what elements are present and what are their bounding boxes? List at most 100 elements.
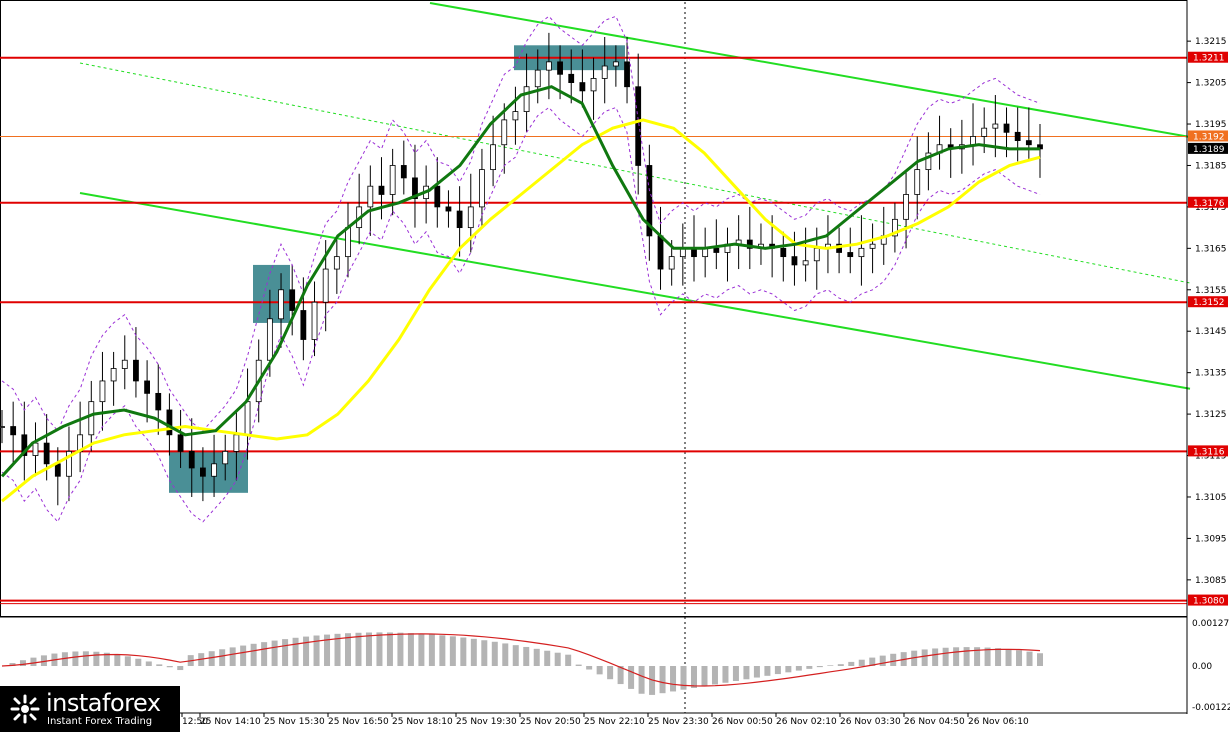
candle-body <box>590 78 597 92</box>
macd-bar <box>261 642 268 666</box>
candle-body <box>345 227 351 258</box>
macd-bar <box>858 659 865 666</box>
macd-bar <box>722 666 729 683</box>
y-tick-label: 1.3185 <box>1195 161 1227 171</box>
candle-body <box>445 206 452 212</box>
macd-bar <box>428 634 435 666</box>
candle-body <box>155 392 162 411</box>
candle-body <box>166 409 173 436</box>
candle-body <box>858 247 865 258</box>
macd-bar <box>848 661 855 666</box>
y-tick-label: 1.3115 <box>1195 452 1227 462</box>
macd-bar <box>282 639 289 666</box>
candle-body <box>568 73 575 83</box>
y-tick-label: 1.3165 <box>1195 244 1227 254</box>
candle-body <box>311 301 318 340</box>
macd-bar <box>397 632 404 666</box>
y-tick-label: 1.3135 <box>1195 369 1227 379</box>
macd-bar <box>785 666 792 673</box>
macd-bar <box>481 640 488 666</box>
main-pane <box>0 0 1191 713</box>
candle-body <box>802 260 809 266</box>
macd-axis-label: -0.00122 <box>1192 703 1230 713</box>
macd-bar <box>30 657 37 666</box>
macd-bar <box>334 633 341 666</box>
candle-body <box>266 318 273 361</box>
macd-bar <box>607 666 614 680</box>
candle-body <box>534 69 541 88</box>
candle-body <box>177 434 184 452</box>
macd-bar <box>533 648 540 666</box>
y-tick-label: 1.3195 <box>1195 120 1227 130</box>
candle-body <box>300 310 307 340</box>
macd-bar <box>1037 653 1043 666</box>
candle-body <box>892 218 898 237</box>
macd-bar <box>732 666 739 682</box>
level-badge-1.3116 <box>1188 445 1228 457</box>
candle-body <box>992 123 999 129</box>
level-badge-text: 1.3176 <box>1193 199 1225 209</box>
candle-body <box>624 61 630 88</box>
macd-bar <box>365 632 372 666</box>
x-tick-label: 26 Nov 02:10 <box>776 717 837 727</box>
macd-bar <box>544 650 551 666</box>
candle-body <box>244 401 251 436</box>
macd-bar <box>345 633 351 666</box>
candle-body <box>378 185 385 195</box>
y-tick-label: 1.3085 <box>1195 576 1227 586</box>
candle-body <box>121 359 128 369</box>
macd-signal-line <box>1 633 1041 687</box>
ma-yellow <box>1 118 1041 503</box>
macd-bar <box>407 633 414 666</box>
candle-body <box>601 65 608 79</box>
macd-bar <box>166 666 173 668</box>
level-badge-text: 1.3192 <box>1193 132 1225 142</box>
candle-body <box>847 252 854 258</box>
candle-body <box>546 61 552 71</box>
instaforex-logo-icon <box>10 694 40 724</box>
macd-bar <box>9 663 16 666</box>
level-badge-text: 1.3152 <box>1193 298 1225 308</box>
macd-bar <box>61 652 68 666</box>
macd-bar <box>502 643 509 666</box>
candle-body <box>970 136 976 146</box>
macd-bar <box>575 664 582 666</box>
level-badge-1.3176 <box>1188 196 1228 208</box>
candle-body <box>490 144 496 171</box>
macd-bar <box>1005 649 1012 666</box>
y-tick-label: 1.3125 <box>1195 410 1227 420</box>
candle-body <box>791 256 798 266</box>
candle-body <box>88 401 95 436</box>
candle-body <box>188 450 195 469</box>
candle-body <box>813 247 820 262</box>
level-badge-text: 1.3080 <box>1193 597 1225 607</box>
macd-bar <box>418 633 425 666</box>
y-tick-label: 1.3215 <box>1195 37 1227 47</box>
candle-body <box>657 235 664 270</box>
x-tick-label: 26 Nov 06:10 <box>968 717 1029 727</box>
y-tick-label: 1.3155 <box>1195 286 1227 296</box>
candle-body <box>467 206 474 229</box>
macd-axis-label: 0.00 <box>1192 662 1212 672</box>
ma-green <box>0 85 1040 478</box>
level-badge-1.3080 <box>1188 594 1228 606</box>
macd-bar <box>628 666 635 689</box>
macd-bar <box>103 652 110 666</box>
candle-body <box>412 177 418 200</box>
macd-bar <box>837 664 844 666</box>
candle-body <box>1025 140 1032 146</box>
macd-bar <box>816 666 823 668</box>
level-badge-1.3211 <box>1188 51 1228 63</box>
channel-upper <box>429 2 1191 138</box>
level-badge-1.3189 <box>1188 142 1228 154</box>
macd-bar <box>512 645 519 666</box>
logo-brand: instaforex <box>46 689 161 717</box>
x-tick-label: 25 Nov 23:30 <box>648 717 709 727</box>
macd-bar <box>19 660 26 666</box>
x-tick-label: 26 Nov 04:50 <box>904 717 965 727</box>
channel-mid <box>79 62 1191 284</box>
macd-bar <box>292 637 299 666</box>
macd-bar <box>303 636 310 666</box>
